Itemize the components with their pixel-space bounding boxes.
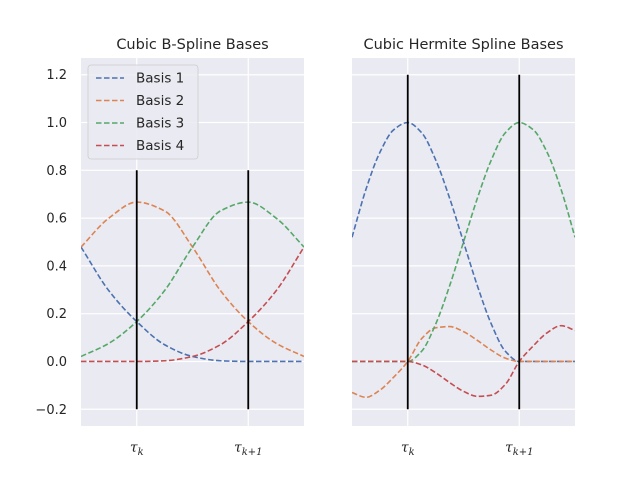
legend-entry-label: Basis 4	[136, 138, 184, 154]
y-tick-label: 1.0	[46, 116, 67, 131]
legend: Basis 1 Basis 2 Basis 3 Basis 4	[87, 64, 199, 160]
series-line-basis-3	[352, 121, 575, 363]
series-line-basis-2	[81, 201, 304, 358]
series-line-basis-4	[81, 246, 304, 363]
series-line-basis-1	[81, 246, 304, 363]
y-tick-label: 0.8	[46, 164, 67, 179]
x-tick-label: τk	[130, 440, 144, 458]
plot-area	[81, 201, 304, 363]
series-line-basis-4	[352, 324, 575, 398]
legend-entry-label: Basis 1	[136, 71, 184, 87]
chart-title: Cubic Hermite Spline Bases	[363, 37, 563, 53]
x-tick-label: τk+1	[234, 440, 263, 458]
legend-entry-label: Basis 3	[136, 116, 184, 132]
legend-entry-label: Basis 2	[136, 93, 184, 109]
series-line-basis-3	[81, 201, 304, 358]
chart-panel-2: Cubic Hermite Spline Bases τk τk+1	[352, 37, 575, 458]
x-tick-label: τk	[401, 440, 415, 458]
chart-title: Cubic B-Spline Bases	[116, 37, 268, 53]
y-tick-label: −0.2	[35, 403, 67, 418]
y-tick-label: 0.0	[46, 355, 67, 370]
y-tick-label: 0.6	[46, 212, 67, 227]
y-tick-label: 0.2	[46, 307, 67, 322]
series-line-basis-2	[352, 325, 575, 399]
chart-panel-1: Cubic B-Spline Bases −0.2 0.0 0.2 0.4 0.6 0.8 1…	[35, 37, 304, 458]
y-tick-label: 1.2	[46, 68, 67, 83]
y-tick-label: 0.4	[46, 259, 67, 274]
legend-box	[87, 64, 199, 160]
x-tick-label: τk+1	[505, 440, 534, 458]
plot-area	[352, 121, 575, 399]
